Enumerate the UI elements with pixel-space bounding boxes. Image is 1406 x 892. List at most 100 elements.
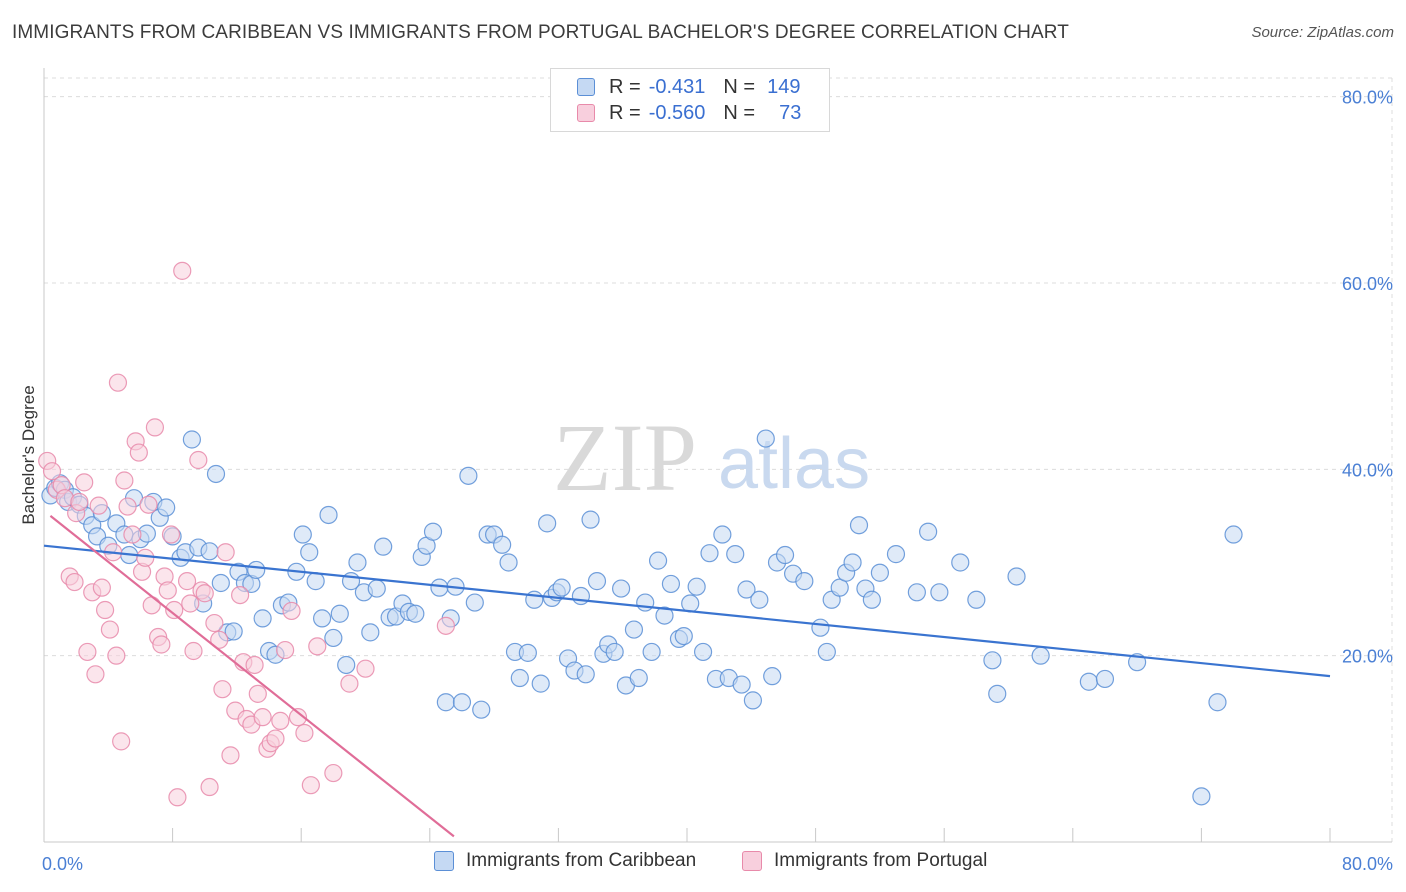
caribbean-point <box>687 577 706 596</box>
caribbean-point <box>732 675 751 694</box>
portugal-point <box>100 620 120 639</box>
caribbean-point <box>775 545 795 565</box>
portugal-point <box>282 601 301 621</box>
y-tick-label: 80.0% <box>1342 88 1393 108</box>
caribbean-point <box>611 579 631 598</box>
portugal-point <box>200 777 219 797</box>
portugal-point <box>129 443 148 462</box>
caribbean-point <box>518 643 537 662</box>
chart-title: IMMIGRANTS FROM CARIBBEAN VS IMMIGRANTS … <box>12 22 1069 43</box>
caribbean-point <box>743 691 763 710</box>
caribbean-point <box>907 583 926 602</box>
y-tick-label: 60.0% <box>1342 274 1393 294</box>
n-value: 73 <box>779 101 802 124</box>
portugal-point <box>195 584 214 603</box>
caribbean-point <box>465 593 484 612</box>
caribbean-legend-swatch <box>434 851 454 871</box>
portugal-point <box>136 548 155 567</box>
caribbean-point <box>348 553 367 572</box>
r-label: R = <box>609 75 641 98</box>
caribbean-point <box>795 572 814 591</box>
caribbean-point <box>330 604 349 623</box>
portugal-point <box>245 655 264 675</box>
caribbean-point <box>182 430 201 449</box>
legend-label-portugal: Immigrants from Portugal <box>774 850 988 871</box>
r-value: -0.560 <box>648 101 706 124</box>
caribbean-point <box>538 514 557 533</box>
portugal-point <box>161 525 181 544</box>
portugal-point <box>213 680 232 699</box>
caribbean-point <box>951 553 970 572</box>
portugal-point <box>139 495 158 514</box>
legend-label-caribbean: Immigrants from Caribbean <box>466 850 697 871</box>
caribbean-point <box>750 590 769 609</box>
portugal-trend-line <box>49 515 455 838</box>
caribbean-point <box>430 578 449 597</box>
portugal-point <box>75 473 94 492</box>
caribbean-point <box>436 693 455 712</box>
portugal-point <box>288 708 308 727</box>
legend-item-caribbean: Immigrants from Caribbean <box>434 850 696 872</box>
caribbean-point <box>967 590 986 609</box>
portugal-point <box>89 496 108 515</box>
portugal-point <box>177 572 197 591</box>
caribbean-point <box>493 535 512 554</box>
x-tick-label-max: 80.0% <box>1342 854 1393 874</box>
portugal-point <box>158 581 177 600</box>
portugal-point <box>248 684 267 703</box>
caribbean-point <box>674 626 693 646</box>
portugal-point <box>276 640 295 660</box>
caribbean-point <box>499 553 518 572</box>
caribbean-point <box>1192 787 1211 806</box>
caribbean-point <box>624 620 644 639</box>
portugal-legend-swatch <box>742 851 762 871</box>
portugal-point <box>107 646 126 665</box>
portugal-point <box>301 776 320 795</box>
portugal-point <box>189 450 208 470</box>
caribbean-point <box>367 579 386 598</box>
watermark: ZIP atlas <box>553 404 870 511</box>
portugal-point <box>340 674 359 693</box>
caribbean-trend-line <box>43 544 1331 678</box>
portugal-point <box>216 543 235 562</box>
portugal-point <box>181 594 200 613</box>
caribbean-point <box>693 642 713 662</box>
portugal-point <box>205 613 224 633</box>
portugal-point <box>78 642 97 662</box>
portugal-point <box>92 578 111 597</box>
tick-labels: 20.0% 40.0% 60.0% 80.0% 0.0% 80.0% <box>42 88 1393 874</box>
caribbean-point <box>224 622 243 641</box>
caribbean-point <box>919 522 938 541</box>
watermark-zip: ZIP <box>553 404 697 511</box>
chart-source: Source: ZipAtlas.com <box>1251 24 1394 41</box>
n-label: N = <box>723 101 756 124</box>
portugal-point <box>221 746 240 765</box>
caribbean-point <box>293 525 312 544</box>
caribbean-point <box>713 525 732 544</box>
caribbean-point <box>642 642 661 662</box>
portugal-point <box>271 711 290 730</box>
portugal-point <box>42 462 62 481</box>
caribbean-point <box>423 522 443 541</box>
caribbean-point <box>361 623 380 642</box>
portugal-point <box>231 585 250 605</box>
caribbean-point <box>576 665 595 684</box>
portugal-point <box>70 492 89 512</box>
portugal-point <box>95 600 115 620</box>
caribbean-point <box>587 572 607 591</box>
caribbean-point <box>571 586 591 606</box>
y-tick-label: 20.0% <box>1342 647 1393 667</box>
caribbean-point <box>817 642 836 662</box>
stats-legend-row-portugal: R = -0.560 N = 73 <box>577 101 801 125</box>
portugal-point <box>165 600 184 620</box>
caribbean-point <box>247 560 266 580</box>
caribbean-point <box>763 667 782 686</box>
stats-legend-row-caribbean: R = -0.431 N = 149 <box>577 75 800 99</box>
portugal-point <box>356 659 375 678</box>
y-axis-label: Bachelor's Degree <box>19 385 38 524</box>
caribbean-point <box>636 593 655 612</box>
portugal-point <box>184 641 203 661</box>
caribbean-point <box>661 574 681 594</box>
caribbean-point <box>300 543 319 562</box>
